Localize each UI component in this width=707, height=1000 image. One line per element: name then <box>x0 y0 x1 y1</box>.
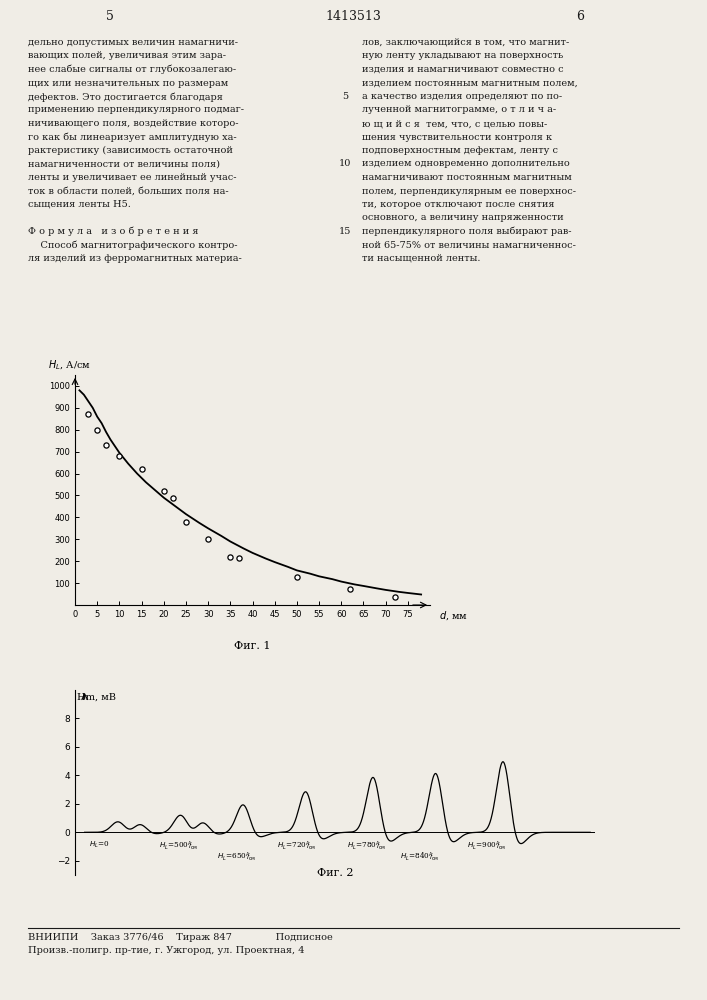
Text: $H_L$=650$^{\sf A}\!\!/\!_{\sf см}$: $H_L$=650$^{\sf A}\!\!/\!_{\sf см}$ <box>217 851 257 863</box>
Text: ничивающего поля, воздействие которо-: ничивающего поля, воздействие которо- <box>28 119 238 128</box>
Text: $d$, мм: $d$, мм <box>439 610 468 622</box>
Point <box>158 483 170 499</box>
Text: ленты и увеличивает ее линейный учас-: ленты и увеличивает ее линейный учас- <box>28 173 237 182</box>
Point <box>136 461 147 477</box>
Text: перпендикулярного поля выбирают рав-: перпендикулярного поля выбирают рав- <box>362 227 571 236</box>
Point <box>83 406 94 422</box>
Point <box>225 549 236 565</box>
Text: Фиг. 2: Фиг. 2 <box>317 868 354 878</box>
Text: $H_L$=900$^{\sf A}\!\!/\!_{\sf см}$: $H_L$=900$^{\sf A}\!\!/\!_{\sf см}$ <box>467 839 507 852</box>
Text: 15: 15 <box>339 227 351 236</box>
Text: $H_L$, А/см: $H_L$, А/см <box>48 358 91 372</box>
Point <box>389 589 400 605</box>
Text: 10: 10 <box>339 159 351 168</box>
Point <box>100 437 112 453</box>
Text: лов, заключающийся в том, что магнит-: лов, заключающийся в том, что магнит- <box>362 38 569 47</box>
Text: Ф о р м у л а   и з о б р е т е н и я: Ф о р м у л а и з о б р е т е н и я <box>28 227 199 236</box>
Text: лученной магнитограмме, о т л и ч а-: лученной магнитограмме, о т л и ч а- <box>362 105 556 114</box>
Text: 1413513: 1413513 <box>325 10 382 23</box>
Text: ВНИИПИ    Заказ 3776/46    Тираж 847              Подписное: ВНИИПИ Заказ 3776/46 Тираж 847 Подписное <box>28 933 333 942</box>
Text: нее слабые сигналы от глубокозалегаю-: нее слабые сигналы от глубокозалегаю- <box>28 65 236 75</box>
Text: вающих полей, увеличивая этим зара-: вающих полей, увеличивая этим зара- <box>28 51 226 60</box>
Text: $H_L$=780$^{\sf A}\!\!/\!_{\sf см}$: $H_L$=780$^{\sf A}\!\!/\!_{\sf см}$ <box>347 839 386 852</box>
Text: 5: 5 <box>342 92 348 101</box>
Text: сыщения ленты H5.: сыщения ленты H5. <box>28 200 131 209</box>
Text: $H_L$=500$^{\sf A}\!\!/\!_{\sf см}$: $H_L$=500$^{\sf A}\!\!/\!_{\sf см}$ <box>159 839 199 852</box>
Text: изделием постоянным магнитным полем,: изделием постоянным магнитным полем, <box>362 79 578 88</box>
Text: ной 65-75% от величины намагниченнос-: ной 65-75% от величины намагниченнос- <box>362 240 576 249</box>
Text: $H_L$=720$^{\sf A}\!\!/\!_{\sf см}$: $H_L$=720$^{\sf A}\!\!/\!_{\sf см}$ <box>277 839 317 852</box>
Text: дефектов. Это достигается благодаря: дефектов. Это достигается благодаря <box>28 92 223 102</box>
Text: Нm, мВ: Нm, мВ <box>77 693 117 702</box>
Text: а качество изделия определяют по по-: а качество изделия определяют по по- <box>362 92 562 101</box>
Text: полем, перпендикулярным ее поверхнос-: полем, перпендикулярным ее поверхнос- <box>362 186 576 196</box>
Point <box>233 550 245 566</box>
Point <box>291 569 303 585</box>
Point <box>167 490 178 506</box>
Text: подповерхностным дефектам, ленту с: подповерхностным дефектам, ленту с <box>362 146 558 155</box>
Text: ля изделий из ферромагнитных материа-: ля изделий из ферромагнитных материа- <box>28 254 242 263</box>
Point <box>344 581 356 597</box>
Text: основного, а величину напряженности: основного, а величину напряженности <box>362 214 563 223</box>
Text: ю щ и й с я  тем, что, с целью повы-: ю щ и й с я тем, что, с целью повы- <box>362 119 547 128</box>
Text: шения чувствительности контроля к: шения чувствительности контроля к <box>362 132 552 141</box>
Text: $H_L$=840$^{\sf A}\!\!/\!_{\sf см}$: $H_L$=840$^{\sf A}\!\!/\!_{\sf см}$ <box>400 851 439 863</box>
Text: Фиг. 1: Фиг. 1 <box>234 641 271 651</box>
Point <box>91 422 103 438</box>
Text: $H_L$=0: $H_L$=0 <box>90 839 110 850</box>
Text: намагниченности от величины поля): намагниченности от величины поля) <box>28 159 220 168</box>
Text: изделия и намагничивают совместно с: изделия и намагничивают совместно с <box>362 65 563 74</box>
Text: ти, которое отключают после снятия: ти, которое отключают после снятия <box>362 200 554 209</box>
Text: ную ленту укладывают на поверхность: ную ленту укладывают на поверхность <box>362 51 563 60</box>
Text: Способ магнитографического контро-: Способ магнитографического контро- <box>28 240 238 250</box>
Text: го как бы линеаризует амплитудную ха-: го как бы линеаризует амплитудную ха- <box>28 132 237 142</box>
Text: ти насыщенной ленты.: ти насыщенной ленты. <box>362 254 481 263</box>
Text: применению перпендикулярного подмаг-: применению перпендикулярного подмаг- <box>28 105 244 114</box>
Point <box>114 448 125 464</box>
Point <box>180 514 192 530</box>
Text: намагничивают постоянным магнитным: намагничивают постоянным магнитным <box>362 173 572 182</box>
Text: Произв.-полигр. пр-тие, г. Ужгород, ул. Проектная, 4: Произв.-полигр. пр-тие, г. Ужгород, ул. … <box>28 946 305 955</box>
Text: щих или незначительных по размерам: щих или незначительных по размерам <box>28 79 228 88</box>
Text: дельно допустимых величин намагничи-: дельно допустимых величин намагничи- <box>28 38 238 47</box>
Text: ток в области полей, больших поля на-: ток в области полей, больших поля на- <box>28 186 228 196</box>
Text: изделием одновременно дополнительно: изделием одновременно дополнительно <box>362 159 570 168</box>
Text: рактеристику (зависимость остаточной: рактеристику (зависимость остаточной <box>28 146 233 155</box>
Point <box>202 531 214 547</box>
Text: 5: 5 <box>106 10 114 23</box>
Text: 6: 6 <box>576 10 584 23</box>
